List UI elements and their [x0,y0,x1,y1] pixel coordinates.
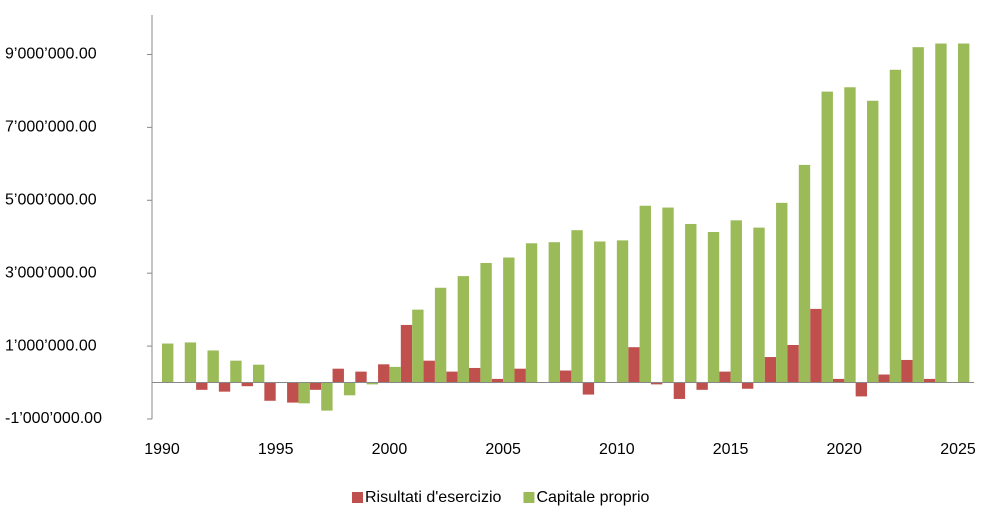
bar [764,357,777,383]
bar [469,367,481,383]
bar [423,360,435,383]
bar [582,382,595,395]
legend-swatch [352,492,363,503]
x-tick-label: 1995 [258,441,294,458]
bar [935,43,947,383]
bar [446,371,458,383]
bar [491,378,504,383]
bar [309,382,322,390]
x-tick-label: 2020 [826,441,862,458]
bar [252,364,265,383]
bar [207,350,219,383]
bar [798,164,811,383]
bar [218,382,231,392]
bar [264,382,276,401]
bar [832,378,845,383]
y-tick-label: 1’000’000.00 [5,337,97,354]
bar [389,366,401,383]
bar [662,207,674,383]
bar [548,242,560,383]
bar [696,382,708,390]
bar [901,359,913,383]
bar [923,378,936,383]
bar [878,374,890,383]
bar [685,223,697,383]
bar [162,343,174,383]
bar [503,257,515,383]
y-tick-label: 9’000’000.00 [5,46,97,63]
x-tick-label: 2025 [940,441,976,458]
bar [650,382,663,385]
bar [321,382,333,411]
legend-label: Risultati d'esercizio [365,489,502,506]
bar [753,227,765,383]
bar [787,344,799,383]
legend-label: Capitale proprio [536,489,649,506]
bar [332,368,344,383]
bar [958,43,970,383]
bar [196,382,208,390]
legend-swatch [523,492,535,503]
y-tick-label: 5’000’000.00 [5,191,97,208]
bar [719,371,731,383]
bar [628,347,640,383]
bar [525,243,538,383]
bar [457,276,470,383]
y-tick-label: 3’000’000.00 [5,264,97,281]
x-tick-label: 2015 [713,441,749,458]
bar [560,370,572,383]
bar [855,382,868,397]
bar [707,231,720,383]
bar [741,382,754,389]
bar [912,47,924,383]
bar [776,202,788,383]
bar [241,382,253,387]
bar [844,87,856,383]
bar [810,308,822,383]
bar [639,205,651,383]
bar [889,69,902,383]
bar [821,91,833,383]
bar [594,241,606,383]
bar [434,287,447,383]
bar [287,382,299,403]
bar [355,371,367,383]
y-tick-label: 7’000’000.00 [5,119,97,136]
bar [514,368,526,383]
bar [230,360,242,383]
x-tick-label: 2005 [485,441,521,458]
bar [673,382,686,399]
bar [378,364,390,383]
x-tick-label: 1990 [144,441,180,458]
bar [480,262,492,383]
x-tick-label: 2000 [372,441,408,458]
bar [343,382,356,396]
bar [412,309,424,383]
x-tick-label: 2010 [599,441,635,458]
bar [571,230,583,383]
bar [616,240,629,383]
bar [730,220,742,383]
bar [298,382,310,404]
bar [867,100,879,383]
y-tick-label: -1’000’000.00 [5,410,102,427]
bar [184,342,197,383]
bar [366,382,379,385]
bar [400,324,413,383]
